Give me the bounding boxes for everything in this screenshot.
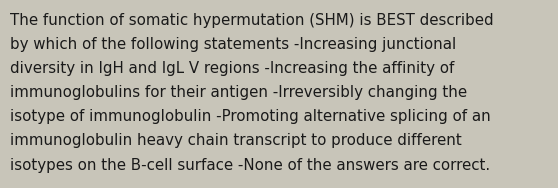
Text: immunoglobulins for their antigen -Irreversibly changing the: immunoglobulins for their antigen -Irrev… (10, 85, 467, 100)
Text: The function of somatic hypermutation (SHM) is BEST described: The function of somatic hypermutation (S… (10, 13, 494, 28)
Text: isotypes on the B-cell surface -None of the answers are correct.: isotypes on the B-cell surface -None of … (10, 158, 490, 173)
Text: diversity in IgH and IgL V regions -Increasing the affinity of: diversity in IgH and IgL V regions -Incr… (10, 61, 454, 76)
Text: isotype of immunoglobulin -Promoting alternative splicing of an: isotype of immunoglobulin -Promoting alt… (10, 109, 491, 124)
Text: by which of the following statements -Increasing junctional: by which of the following statements -In… (10, 37, 456, 52)
Text: immunoglobulin heavy chain transcript to produce different: immunoglobulin heavy chain transcript to… (10, 133, 462, 149)
